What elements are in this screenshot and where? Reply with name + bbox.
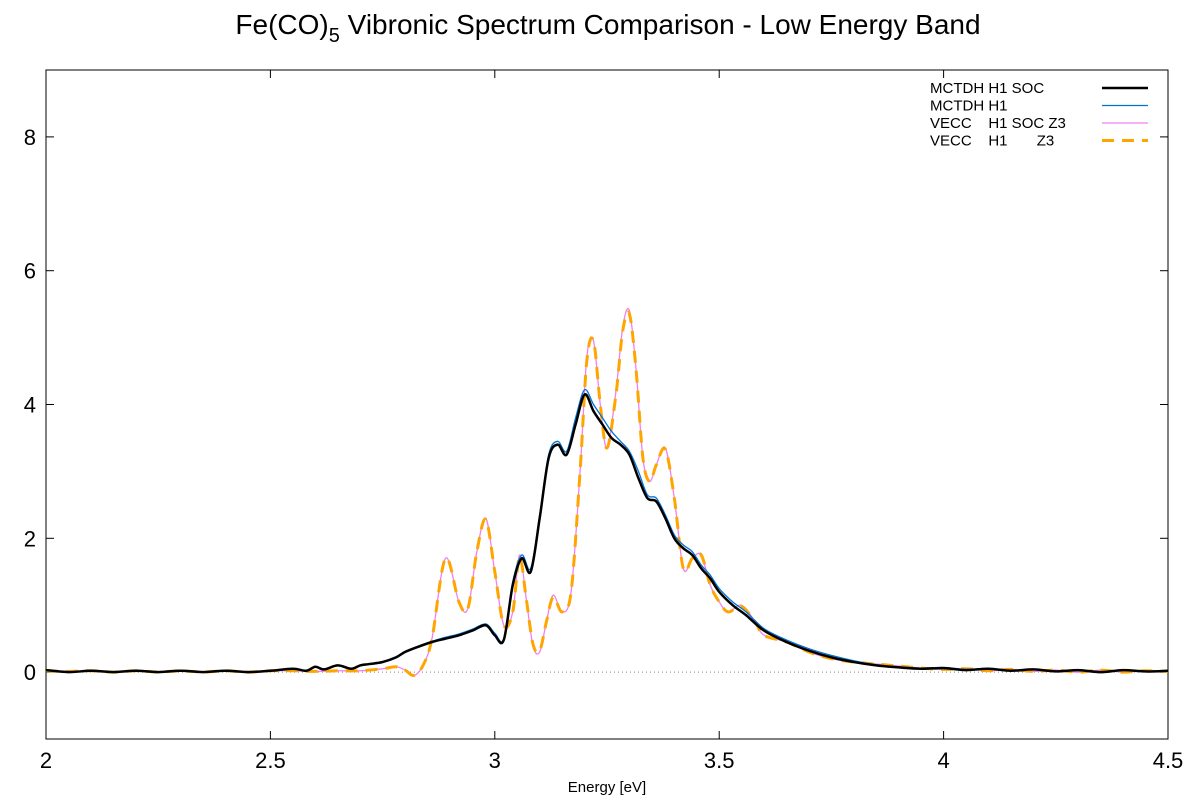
x-tick-label: 4.5 — [1153, 748, 1184, 773]
series-line-3 — [45, 310, 1169, 678]
chart-title-main: Fe(CO) — [235, 9, 328, 40]
legend-label: MCTDH H1 SOC — [930, 80, 1044, 97]
x-axis-label: Energy [eV] — [568, 779, 646, 796]
x-axis-ticks: 2 2.5 3 3.5 4 4.5 — [40, 70, 1183, 773]
legend-label: VECC H1 Z3 — [930, 133, 1054, 150]
plot-frame — [45, 69, 1169, 740]
x-tick-label: 2.5 — [255, 748, 286, 773]
y-tick-label: 0 — [24, 660, 36, 685]
y-tick-label: 6 — [24, 259, 36, 284]
chart-title: Fe(CO)5 Vibronic Spectrum Comparison - L… — [235, 9, 980, 47]
x-tick-label: 4 — [937, 748, 949, 773]
x-tick-label: 3 — [489, 748, 501, 773]
y-tick-label: 2 — [24, 526, 36, 551]
chart-title-suffix: Vibronic Spectrum Comparison - Low Energ… — [340, 9, 981, 40]
y-tick-label: 8 — [24, 125, 36, 150]
y-tick-label: 4 — [24, 393, 36, 418]
chart-title-subscript: 5 — [329, 25, 340, 47]
series-line-0 — [45, 393, 1169, 674]
legend-label: VECC H1 SOC Z3 — [930, 115, 1066, 132]
legend-label: MCTDH H1 — [930, 98, 1008, 115]
x-tick-label: 2 — [40, 748, 52, 773]
y-axis-ticks: 0 2 4 6 8 — [24, 125, 1168, 685]
series-line-2 — [45, 307, 1169, 677]
x-tick-label: 3.5 — [704, 748, 735, 773]
series-layer — [45, 307, 1169, 678]
